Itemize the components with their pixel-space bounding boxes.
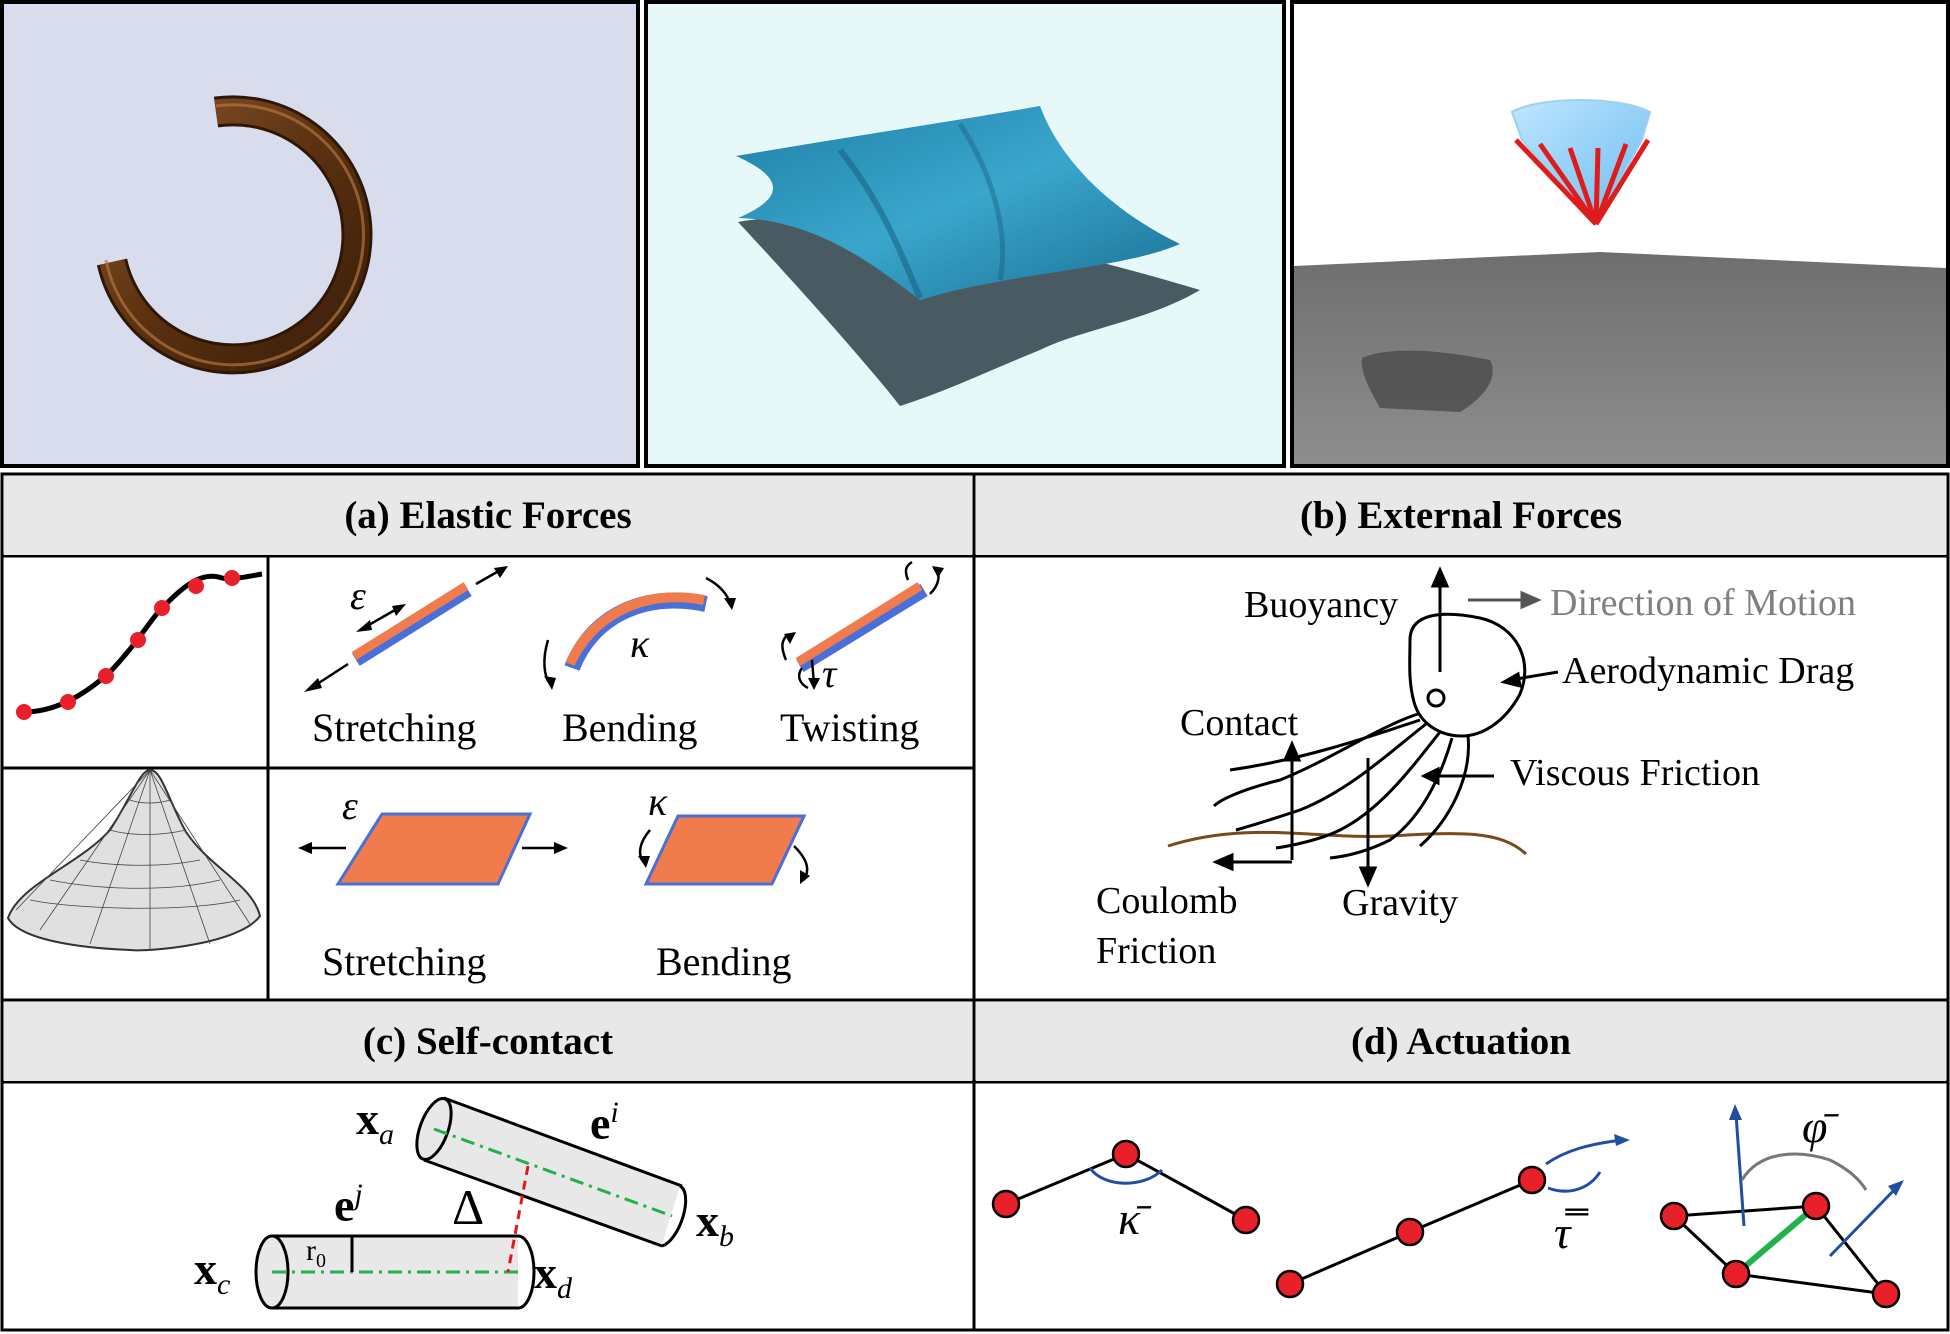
panel-c-title: (c) Self-contact (4, 1002, 972, 1081)
xc-label: xc (194, 1243, 231, 1302)
shell-mesh (6, 768, 262, 952)
r0-label: r0 (306, 1234, 326, 1272)
xb-label: xb (696, 1195, 734, 1254)
octopus-drawing (1212, 612, 1527, 860)
shell-curvature-symbol: κ (648, 779, 668, 824)
force-arrows (1212, 566, 1559, 888)
bend-target-symbol: κ̄ (1118, 1193, 1141, 1244)
direction-of-motion-label: Direction of Motion (1550, 582, 1857, 624)
shell-strain-symbol: ε (342, 783, 358, 828)
shell-stretching-diagram (298, 812, 568, 886)
panel-d-title: (d) Actuation (976, 1002, 1946, 1081)
shell-bending-diagram (638, 814, 810, 886)
hinge-angle-symbol: φ̄ (1802, 1101, 1828, 1152)
rod-twist-symbol: τ (822, 651, 837, 696)
shell-bending-label: Bending (656, 939, 792, 984)
twist-actuation (1275, 1134, 1630, 1299)
discrete-rod (16, 570, 263, 720)
gravity-label: Gravity (1342, 882, 1459, 924)
panel-b-title: (b) External Forces (976, 476, 1946, 555)
hinge-actuation (1659, 1104, 1904, 1309)
distance-line (506, 1165, 530, 1273)
bend-actuation (991, 1139, 1261, 1235)
render-row (0, 0, 1950, 468)
rod-bending-label: Bending (562, 705, 698, 750)
viscous-friction-label: Viscous Friction (1510, 752, 1760, 794)
jellyfish-render (1290, 0, 1950, 468)
cylinder-ei (415, 1096, 688, 1248)
rod-bending-diagram (543, 576, 736, 690)
ground-line (1167, 830, 1528, 856)
cloth-render (644, 0, 1286, 468)
cylinder-ej (254, 1234, 536, 1310)
ej-label: ej (334, 1178, 363, 1231)
shell-stretching-label: Stretching (322, 939, 487, 984)
rod-stretching-label: Stretching (312, 705, 477, 750)
rod-stretching-diagram (304, 566, 508, 692)
rod-ring-render (0, 0, 640, 468)
xa-label: xa (356, 1093, 394, 1152)
twist-target-symbol: τ̿ (1554, 1207, 1571, 1258)
rod-twisting-diagram (781, 560, 944, 690)
contact-label: Contact (1180, 702, 1299, 744)
rod-twisting-label: Twisting (780, 705, 920, 750)
rod-strain-symbol: ε (350, 573, 366, 618)
coulomb-label-line1: Coulomb (1096, 880, 1238, 922)
aerodynamic-drag-label: Aerodynamic Drag (1562, 650, 1855, 692)
ei-label: ei (590, 1096, 619, 1149)
rod-curvature-symbol: κ (630, 621, 650, 666)
delta-label: Δ (452, 1179, 485, 1235)
xd-label: xd (534, 1247, 572, 1306)
coulomb-label-line2: Friction (1096, 930, 1217, 972)
buoyancy-label: Buoyancy (1244, 584, 1399, 626)
panel-a-title: (a) Elastic Forces (4, 476, 972, 555)
